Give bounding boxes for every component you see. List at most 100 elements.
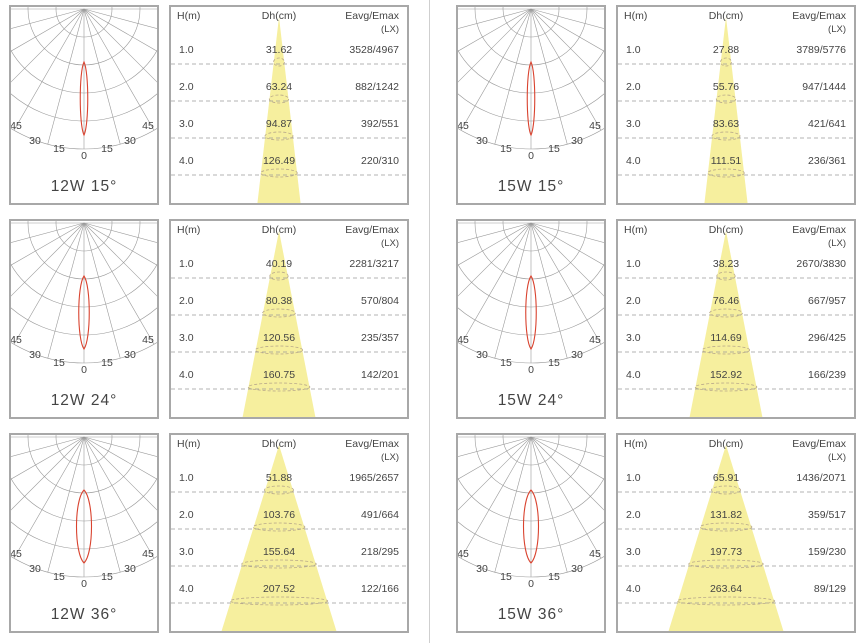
cell-illuminance: 3528/4967 <box>349 44 399 56</box>
polar-angle-label: 45 <box>142 334 154 346</box>
polar-spoke <box>83 8 157 29</box>
polar-diagram: 45 30 15 0 15 30 45 15W 15° <box>456 5 606 205</box>
polar-angle-label: 15 <box>53 143 65 155</box>
polar-spoke <box>530 222 604 243</box>
cell-diameter: 152.92 <box>710 369 742 381</box>
beam-footprint-ellipse <box>273 57 285 67</box>
intensity-curve <box>522 489 540 564</box>
polar-spoke <box>47 436 85 573</box>
polar-spoke <box>83 8 155 131</box>
cell-diameter: 27.88 <box>713 44 739 56</box>
header-illuminance: Eavg/Emax <box>345 438 399 450</box>
polar-angle-label: 45 <box>142 548 154 560</box>
polar-spoke <box>530 222 604 297</box>
polar-spoke <box>11 436 85 511</box>
polar-spoke <box>83 436 155 559</box>
polar-spoke <box>458 436 532 457</box>
illuminance-table: H(m) Dh(cm) Eavg/Emax (LX) 1.0 31.62 3528/4967… <box>169 5 409 205</box>
cell-diameter: 197.73 <box>710 546 742 558</box>
panel-title: 12W 24° <box>51 392 118 409</box>
cell-illuminance: 142/201 <box>361 369 399 381</box>
header-diameter: Dh(cm) <box>262 10 296 22</box>
polar-angle-label: 0 <box>81 578 87 590</box>
beam-footprint-ellipse <box>711 485 741 495</box>
header-illuminance-unit: (LX) <box>828 238 846 249</box>
polar-angle-label: 30 <box>476 563 488 575</box>
cell-illuminance: 89/129 <box>814 583 846 595</box>
cell-height: 3.0 <box>179 332 194 344</box>
cell-height: 4.0 <box>179 369 194 381</box>
polar-spoke <box>530 8 602 131</box>
cell-diameter: 63.24 <box>266 81 292 93</box>
polar-angle-label: 15 <box>500 571 512 583</box>
panel-title: 15W 36° <box>498 606 565 623</box>
header-diameter: Dh(cm) <box>262 224 296 236</box>
cell-illuminance: 235/357 <box>361 332 399 344</box>
beam-footprint-ellipse <box>699 522 753 532</box>
polar-angle-label: 0 <box>81 150 87 162</box>
polar-diagram: 45 30 15 0 15 30 45 15W 36° <box>456 433 606 633</box>
cell-diameter: 160.75 <box>263 369 295 381</box>
polar-spoke <box>458 222 532 297</box>
cell-height: 3.0 <box>626 332 641 344</box>
polar-spoke <box>494 436 532 573</box>
polar-grid <box>11 435 157 578</box>
cell-height: 3.0 <box>179 118 194 130</box>
polar-diagram: 45 30 15 0 15 30 45 12W 15° <box>9 5 159 205</box>
cell-illuminance: 1965/2657 <box>349 472 399 484</box>
panel-title: 12W 36° <box>51 606 118 623</box>
header-diameter: Dh(cm) <box>262 438 296 450</box>
beam-footprint-ellipse <box>241 559 317 569</box>
cell-height: 1.0 <box>179 258 194 270</box>
cell-diameter: 31.62 <box>266 44 292 56</box>
polar-angle-label: 30 <box>571 135 583 147</box>
polar-angle-label: 30 <box>476 349 488 361</box>
beam-footprint-ellipse <box>711 131 741 141</box>
cell-illuminance: 296/425 <box>808 332 846 344</box>
cell-height: 4.0 <box>626 583 641 595</box>
cell-diameter: 111.51 <box>711 155 742 167</box>
center-divider <box>429 0 430 643</box>
header-height: H(m) <box>177 10 200 22</box>
polar-diagram: 45 30 15 0 15 30 45 12W 24° <box>9 219 159 419</box>
cell-diameter: 40.19 <box>266 258 292 270</box>
intensity-curve <box>78 275 90 350</box>
cell-illuminance: 166/239 <box>808 369 846 381</box>
cell-diameter: 51.88 <box>266 472 292 484</box>
header-illuminance: Eavg/Emax <box>792 438 846 450</box>
cell-height: 1.0 <box>179 472 194 484</box>
illuminance-table: H(m) Dh(cm) Eavg/Emax (LX) 1.0 51.88 1965/2657… <box>169 433 409 633</box>
polar-angle-label: 0 <box>528 364 534 376</box>
polar-angle-label: 30 <box>124 135 136 147</box>
cell-diameter: 103.76 <box>263 509 295 521</box>
light-beam-cone <box>257 17 301 203</box>
polar-spoke <box>83 222 155 345</box>
polar-angle-label: 30 <box>29 135 41 147</box>
cell-height: 3.0 <box>179 546 194 558</box>
panel-title: 12W 15° <box>51 178 118 195</box>
light-beam-cone <box>689 231 763 417</box>
cell-illuminance: 947/1444 <box>802 81 846 93</box>
cell-height: 1.0 <box>179 44 194 56</box>
polar-angle-label: 45 <box>11 334 22 346</box>
polar-spoke <box>11 8 85 52</box>
polar-spoke <box>460 436 532 559</box>
beam-footprint-ellipse <box>264 131 294 141</box>
cell-diameter: 65.91 <box>713 472 739 484</box>
polar-spoke <box>83 436 121 573</box>
polar-spoke <box>11 222 85 266</box>
polar-diagram: 45 30 15 0 15 30 45 15W 24° <box>456 219 606 419</box>
polar-spoke <box>83 436 157 511</box>
beam-footprint-ellipse <box>707 168 745 178</box>
polar-spoke <box>460 222 532 345</box>
polar-spoke <box>83 8 121 145</box>
cell-illuminance: 236/361 <box>808 155 846 167</box>
polar-spoke <box>83 222 121 359</box>
header-diameter: Dh(cm) <box>709 438 743 450</box>
beam-footprint-ellipse <box>229 596 329 606</box>
cell-illuminance: 2670/3830 <box>796 258 846 270</box>
polar-spoke <box>83 8 157 83</box>
header-diameter: Dh(cm) <box>709 10 743 22</box>
polar-angle-label: 15 <box>101 143 113 155</box>
cell-height: 2.0 <box>179 81 194 93</box>
